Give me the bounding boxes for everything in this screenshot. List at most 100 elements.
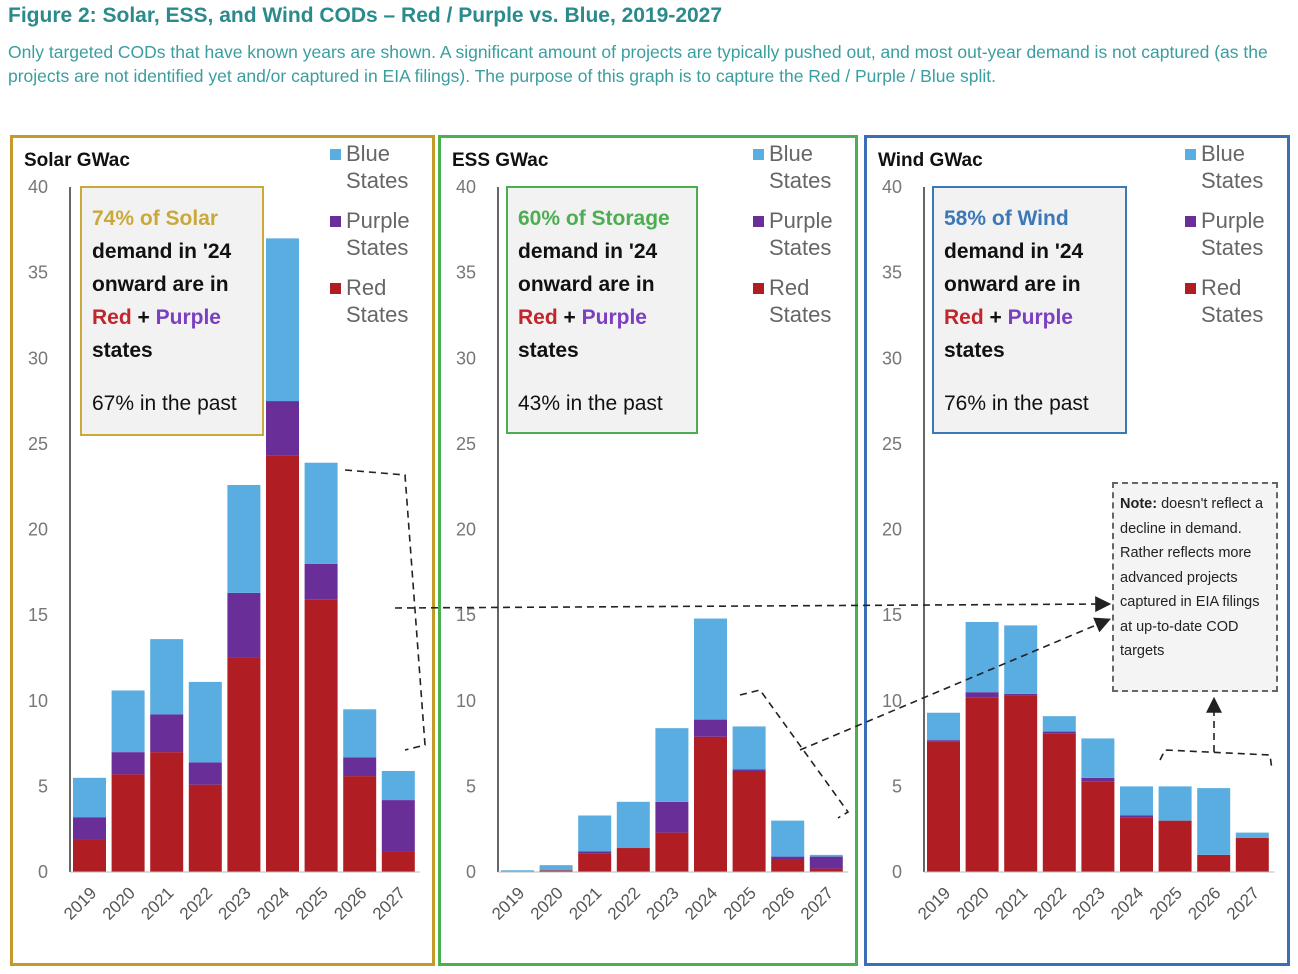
bar-red-2020 — [111, 774, 145, 872]
y-tick-label: 30 — [456, 348, 476, 368]
wind-bracket — [1159, 749, 1273, 771]
bar-blue-2019 — [73, 777, 106, 818]
note-box: Note: doesn't reflect a decline in deman… — [1112, 482, 1278, 692]
callout-headline: 74% of Solar — [92, 207, 219, 230]
x-tick-label: 2022 — [176, 883, 216, 923]
y-tick-label: 5 — [38, 776, 48, 796]
callout-headline: 60% of Storage — [518, 207, 670, 230]
bar-purple-2025 — [732, 769, 766, 771]
purple-label: Purple — [1007, 306, 1073, 329]
x-tick-label: 2026 — [330, 883, 370, 923]
y-tick-label: 5 — [466, 776, 476, 796]
bar-purple-2024 — [694, 719, 727, 737]
y-tick-label: 10 — [28, 691, 48, 711]
bar-red-2021 — [1004, 695, 1038, 872]
callout-line: states — [944, 339, 1005, 362]
bar-red-2021 — [578, 853, 612, 872]
bar-red-2024 — [1120, 817, 1153, 872]
bar-blue-2027 — [1235, 832, 1269, 838]
bar-red-2026 — [343, 776, 377, 872]
y-tick-label: 0 — [466, 862, 476, 882]
callout-past: 43% in the past — [518, 392, 663, 415]
bar-red-2023 — [227, 657, 261, 872]
bar-red-2024 — [266, 455, 299, 872]
x-tick-label: 2020 — [953, 883, 993, 923]
bar-blue-2022 — [188, 681, 222, 763]
bar-red-2022 — [1042, 733, 1076, 872]
legend-swatch — [1185, 283, 1196, 294]
bar-red-2019 — [927, 741, 960, 872]
bar-blue-2024 — [1120, 786, 1153, 816]
callout-line: onward are in — [518, 273, 655, 296]
legend-swatch — [1185, 149, 1196, 160]
x-tick-label: 2020 — [99, 883, 139, 923]
y-tick-label: 25 — [28, 434, 48, 454]
x-tick-label: 2026 — [1184, 883, 1224, 923]
red-label: Red — [944, 306, 984, 329]
bar-red-2022 — [616, 848, 650, 872]
bar-blue-2019 — [501, 870, 534, 872]
x-tick-label: 2025 — [292, 883, 332, 923]
y-tick-label: 40 — [456, 177, 476, 197]
bar-red-2023 — [655, 832, 689, 872]
bar-blue-2020 — [111, 690, 145, 753]
panel-frame — [864, 135, 1290, 966]
plus: + — [557, 306, 582, 329]
bar-red-2027 — [1235, 837, 1269, 872]
bar-purple-2021 — [1004, 693, 1038, 696]
bar-red-2021 — [150, 752, 184, 872]
y-tick-label: 10 — [882, 691, 902, 711]
x-tick-label: 2025 — [720, 883, 760, 923]
x-tick-label: 2024 — [253, 883, 293, 923]
legend-entry: Purple States — [346, 208, 410, 260]
x-tick-label: 2023 — [643, 883, 683, 923]
y-tick-label: 20 — [456, 520, 476, 540]
bar-blue-2026 — [771, 820, 805, 857]
callout-headline: 58% of Wind — [944, 207, 1069, 230]
bar-purple-2019 — [927, 740, 960, 742]
x-tick-label: 2024 — [1107, 883, 1147, 923]
bar-red-2027 — [809, 868, 843, 872]
bar-blue-2019 — [927, 712, 960, 741]
panel-title: Wind GWac — [878, 150, 983, 171]
bar-red-2025 — [732, 770, 766, 872]
bar-red-2022 — [188, 784, 222, 872]
bar-purple-2020 — [111, 752, 145, 775]
bar-red-2024 — [694, 736, 727, 872]
solar-bracket — [344, 469, 426, 751]
callout-line: demand in '24 — [518, 240, 658, 263]
bar-purple-2023 — [655, 801, 689, 833]
bar-purple-2021 — [150, 714, 184, 753]
bar-purple-2022 — [1042, 731, 1076, 734]
y-tick-label: 35 — [882, 263, 902, 283]
y-tick-label: 10 — [456, 691, 476, 711]
bar-red-2025 — [304, 599, 338, 872]
x-tick-label: 2019 — [60, 883, 100, 923]
y-tick-label: 30 — [28, 348, 48, 368]
legend-swatch — [330, 149, 341, 160]
callout-line: Red + Purple — [518, 301, 686, 334]
callout-past: 67% in the past — [92, 392, 237, 415]
legend-swatch — [753, 149, 764, 160]
callout-line: demand in '24 — [92, 240, 232, 263]
bar-blue-2026 — [343, 709, 377, 758]
bar-blue-2027 — [809, 854, 843, 857]
bar-red-2026 — [1197, 854, 1231, 872]
panel-frame — [10, 135, 435, 966]
bar-blue-2021 — [150, 639, 184, 715]
y-tick-label: 20 — [28, 520, 48, 540]
legend-entry: Red States — [1201, 275, 1263, 327]
bar-purple-2021 — [578, 851, 612, 854]
solar-arrow — [394, 596, 1112, 613]
bar-red-2027 — [381, 851, 415, 872]
panel-frame — [438, 135, 858, 966]
legend-entry: Blue States — [769, 141, 831, 193]
y-tick-label: 40 — [882, 177, 902, 197]
red-label: Red — [518, 306, 558, 329]
x-tick-label: 2024 — [681, 883, 721, 923]
callout-line: Red + Purple — [944, 301, 1115, 334]
bar-blue-2027 — [381, 770, 415, 801]
callout-box: 74% of Solar demand in '24 onward are in… — [80, 186, 264, 436]
legend-entry: Red States — [346, 275, 408, 327]
x-tick-label: 2020 — [527, 883, 567, 923]
